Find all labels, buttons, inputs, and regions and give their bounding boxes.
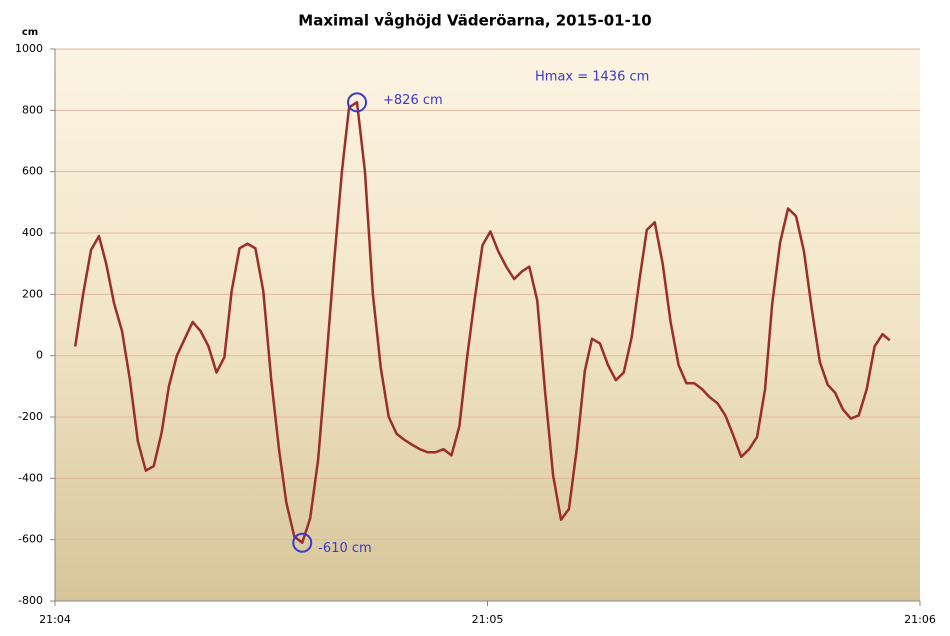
y-tick-label: -200 bbox=[18, 410, 43, 423]
y-tick-label: 1000 bbox=[15, 42, 43, 55]
x-tick-label: 21:05 bbox=[472, 613, 504, 626]
highlight-circle bbox=[347, 92, 368, 113]
highlight-circle bbox=[292, 532, 313, 553]
plot-area bbox=[55, 49, 920, 601]
y-unit: cm bbox=[22, 27, 38, 38]
y-tick-label: 800 bbox=[22, 103, 43, 116]
y-tick-label: 600 bbox=[22, 165, 43, 178]
y-tick-label: 200 bbox=[22, 287, 43, 300]
annotation: -610 cm bbox=[318, 541, 371, 556]
y-tick-label: -800 bbox=[18, 594, 43, 607]
annotation: Hmax = 1436 cm bbox=[535, 70, 649, 85]
y-tick-label: -600 bbox=[18, 533, 43, 546]
y-tick-label: 0 bbox=[36, 349, 43, 362]
series-line bbox=[73, 101, 891, 544]
x-tick-label: 21:04 bbox=[39, 613, 71, 626]
chart-title: Maximal våghöjd Väderöarna, 2015-01-10 bbox=[298, 12, 651, 30]
y-tick-label: 400 bbox=[22, 226, 43, 239]
x-tick-label: 21:06 bbox=[904, 613, 936, 626]
annotation: +826 cm bbox=[383, 93, 443, 108]
y-tick-label: -400 bbox=[18, 471, 43, 484]
